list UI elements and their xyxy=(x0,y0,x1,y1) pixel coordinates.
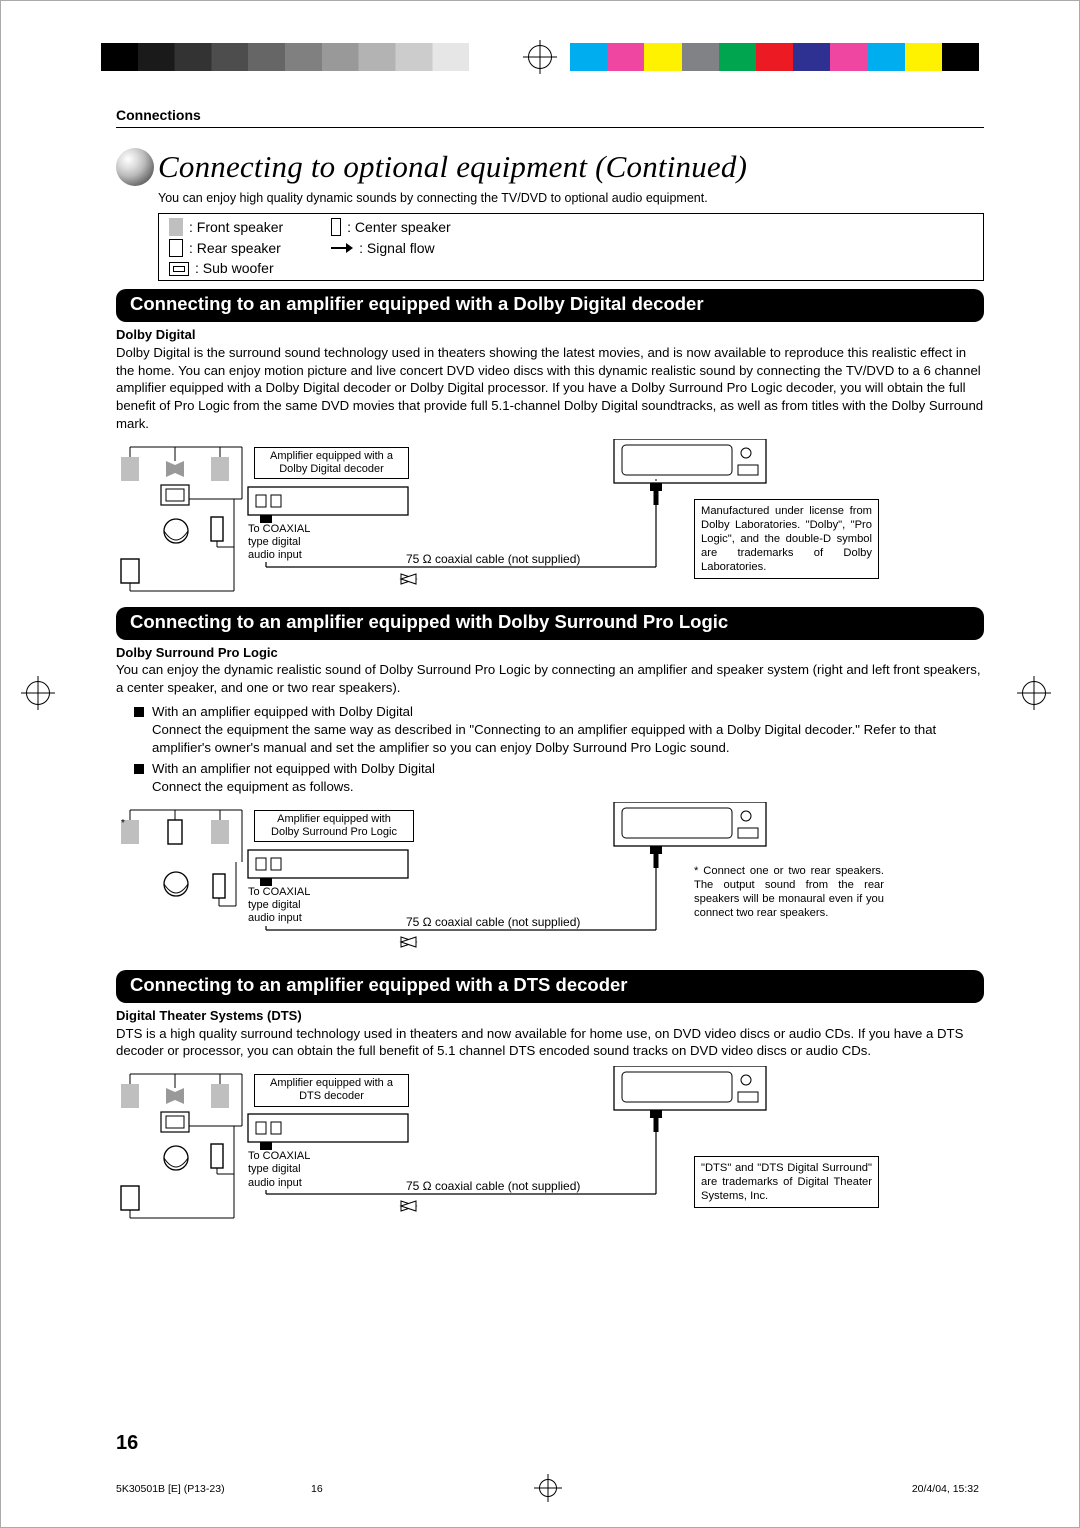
page-canvas: Connections Connecting to optional equip… xyxy=(0,0,1080,1528)
footer-row: 5K30501B [E] (P13-23) 16 20/4/04, 15:32 xyxy=(116,1483,979,1495)
body-prologic: You can enjoy the dynamic realistic soun… xyxy=(116,661,984,697)
subhead-prologic: Dolby Surround Pro Logic xyxy=(116,644,984,662)
dolby-license-note: Manufactured under license from Dolby La… xyxy=(694,499,879,579)
subhead-dolby-digital: Dolby Digital xyxy=(116,326,984,344)
bullet-icon xyxy=(134,707,144,717)
color-swatch xyxy=(830,43,867,71)
subhead-dts: Digital Theater Systems (DTS) xyxy=(116,1007,984,1025)
grayscale-ramp xyxy=(101,43,510,71)
page-body: Connections Connecting to optional equip… xyxy=(116,106,984,1457)
bullet-icon xyxy=(134,764,144,774)
amp-label: Amplifier equipped withDolby Surround Pr… xyxy=(254,810,414,842)
page-number: 16 xyxy=(116,1430,138,1457)
coax-cable-label: 75 Ω coaxial cable (not supplied) xyxy=(406,914,580,930)
center-speaker-icon xyxy=(331,218,341,236)
diagram-prologic: * xyxy=(116,802,984,962)
coax-input-label: To COAXIALtype digitalaudio input xyxy=(248,886,330,926)
footer-center: 16 xyxy=(311,1483,323,1495)
coax-input-label: To COAXIALtype digitalaudio input xyxy=(248,1150,330,1190)
diagram-dolby-digital: Amplifier equipped with aDolby Digital d… xyxy=(116,439,984,599)
color-swatch xyxy=(607,43,644,71)
press-colorbar xyxy=(101,41,979,73)
registration-mark-icon xyxy=(539,1479,557,1497)
heading-dts: Connecting to an amplifier equipped with… xyxy=(116,970,984,1003)
heading-dolby-digital: Connecting to an amplifier equipped with… xyxy=(116,289,984,322)
section-label: Connections xyxy=(116,106,984,128)
color-swatch xyxy=(644,43,681,71)
svg-text:*: * xyxy=(121,818,125,829)
coax-input-label: To COAXIALtype digitalaudio input xyxy=(248,523,330,563)
subwoofer-icon xyxy=(169,262,189,276)
footer-right: 20/4/04, 15:32 xyxy=(912,1483,979,1495)
front-speaker-icon xyxy=(169,218,183,236)
legend-center: : Center speaker xyxy=(347,218,451,237)
signal-flow-icon xyxy=(331,243,353,253)
bullet-head: With an amplifier equipped with Dolby Di… xyxy=(152,703,984,721)
legend-rear: : Rear speaker xyxy=(189,239,281,258)
legend-flow: : Signal flow xyxy=(359,239,434,258)
speaker-legend: : Front speaker : Rear speaker : Sub woo… xyxy=(158,213,984,282)
color-swatch xyxy=(682,43,719,71)
color-swatch xyxy=(868,43,905,71)
dts-license-note: "DTS" and "DTS Digital Surround" are tra… xyxy=(694,1156,879,1208)
color-swatch xyxy=(793,43,830,71)
registration-mark-icon xyxy=(26,681,50,705)
amp-label: Amplifier equipped with aDolby Digital d… xyxy=(254,447,409,479)
color-swatch xyxy=(905,43,942,71)
bullet-head: With an amplifier not equipped with Dolb… xyxy=(152,760,435,778)
sphere-bullet-icon xyxy=(116,148,154,186)
page-title: Connecting to optional equipment (Contin… xyxy=(158,146,747,188)
prologic-bullets: With an amplifier equipped with Dolby Di… xyxy=(134,703,984,796)
registration-mark-icon xyxy=(1022,681,1046,705)
coax-cable-label: 75 Ω coaxial cable (not supplied) xyxy=(406,1178,580,1194)
body-dolby-digital: Dolby Digital is the surround sound tech… xyxy=(116,344,984,433)
body-dts: DTS is a high quality surround technolog… xyxy=(116,1025,984,1061)
amp-label: Amplifier equipped with aDTS decoder xyxy=(254,1074,409,1106)
page-title-row: Connecting to optional equipment (Contin… xyxy=(116,146,984,188)
rear-speaker-note: * Connect one or two rear speak­ers. The… xyxy=(694,864,884,920)
legend-sub: : Sub woofer xyxy=(195,259,274,278)
heading-prologic: Connecting to an amplifier equipped with… xyxy=(116,607,984,640)
color-swatch xyxy=(942,43,979,71)
rear-speaker-icon xyxy=(169,239,183,257)
color-swatch xyxy=(756,43,793,71)
color-swatch xyxy=(719,43,756,71)
footer-left: 5K30501B [E] (P13-23) xyxy=(116,1483,225,1495)
diagram-dts: Amplifier equipped with aDTS decoder To … xyxy=(116,1066,984,1224)
bullet-body: Connect the equipment as follows. xyxy=(152,778,435,796)
color-swatch xyxy=(570,43,607,71)
color-swatches xyxy=(570,43,979,71)
intro-text: You can enjoy high quality dynamic sound… xyxy=(158,190,984,207)
coax-cable-label: 75 Ω coaxial cable (not supplied) xyxy=(406,551,580,567)
bullet-body: Connect the equipment the same way as de… xyxy=(152,721,984,757)
legend-front: : Front speaker xyxy=(189,218,283,237)
registration-mark-icon xyxy=(528,45,552,69)
